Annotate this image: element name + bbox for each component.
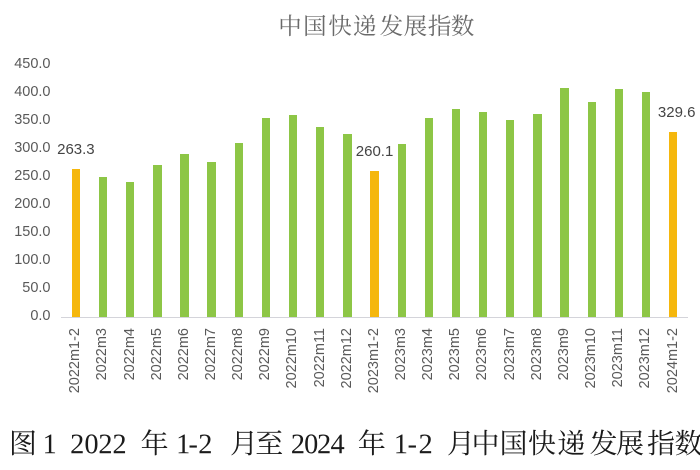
bar-2023m9 (560, 88, 569, 317)
data-label-2023m1-2: 260.1 (355, 142, 394, 160)
bar-2023m6 (478, 112, 488, 317)
x-tick-label-2023m6: 2023m6 (474, 327, 491, 380)
bar-2022m9 (261, 117, 271, 317)
y-tick-label: 250.0 (14, 168, 51, 185)
bar-2023m5 (451, 109, 461, 317)
bar-2022m8 (234, 142, 243, 317)
bar-2022m1-2 (71, 169, 81, 317)
x-tick-label-2023m3: 2023m3 (393, 327, 409, 380)
bar-2023m4 (424, 117, 434, 317)
x-tick-label-2022m6: 2022m6 (175, 327, 192, 380)
x-tick-label-2023m11: 2023m11 (610, 327, 627, 387)
bar-2022m10 (288, 115, 298, 317)
x-axis-line (60, 316, 688, 318)
bar-2023m12 (641, 92, 651, 317)
x-tick-label-2023m12: 2023m12 (637, 327, 654, 388)
bar-2023m8 (533, 113, 542, 317)
x-tick-label-2022m4: 2022m4 (121, 327, 138, 380)
x-tick-label-2022m1-2: 2022m1-2 (67, 327, 84, 393)
x-tick-label-2023m10: 2023m10 (583, 327, 600, 388)
bar-2023m7 (506, 120, 515, 317)
bar-2022m11 (316, 126, 325, 317)
x-tick-label-2023m8: 2023m8 (528, 327, 545, 380)
bar-2022m6 (180, 154, 189, 317)
chart-title (280, 14, 474, 37)
bar-2022m12 (343, 134, 352, 317)
x-tick-label-2022m11: 2022m11 (311, 327, 328, 387)
bar-2022m4 (126, 182, 135, 317)
bar-2023m3 (397, 144, 406, 317)
x-tick-label-2022m3: 2022m3 (94, 327, 111, 380)
x-tick-label-2022m7: 2022m7 (202, 327, 219, 380)
bar-2022m7 (207, 162, 216, 317)
x-tick-label-2024m1-2: 2024m1-2 (664, 327, 681, 393)
x-tick-label-2023m4: 2023m4 (420, 327, 437, 380)
y-tick-label: 200.0 (14, 196, 51, 213)
y-tick-label: 100.0 (14, 252, 51, 269)
y-tick-label: 50.0 (22, 280, 51, 297)
figure-caption (12, 429, 700, 456)
x-tick-label-2022m10: 2022m10 (284, 327, 301, 388)
y-tick-label: 300.0 (14, 139, 51, 156)
y-tick-label: 450.0 (14, 55, 51, 72)
x-tick-label-2023m5: 2023m5 (447, 327, 464, 380)
bar-2023m1-2 (370, 171, 379, 317)
bar-2022m5 (153, 164, 162, 317)
y-tick-label: 400.0 (14, 83, 51, 100)
x-tick-label-2022m8: 2022m8 (230, 327, 247, 380)
x-tick-label-2023m9: 2023m9 (555, 327, 572, 380)
x-tick-label-2022m12: 2022m12 (338, 327, 355, 388)
x-tick-label-2023m1-2: 2023m1-2 (365, 327, 382, 393)
x-tick-label-2022m5: 2022m5 (148, 327, 165, 380)
data-label-2022m1-2: 263.3 (57, 140, 95, 158)
bar-2022m3 (98, 176, 108, 317)
y-tick-label: 0.0 (30, 308, 51, 325)
y-tick-label: 150.0 (14, 224, 51, 241)
bar-2023m11 (614, 89, 624, 317)
y-tick-label: 350.0 (14, 111, 51, 128)
x-tick-label-2022m9: 2022m9 (257, 327, 274, 380)
bar-2023m10 (587, 102, 596, 317)
data-label-2024m1-2: 329.6 (657, 103, 696, 121)
x-tick-label-2023m7: 2023m7 (501, 327, 518, 380)
bar-2024m1-2 (669, 132, 678, 317)
